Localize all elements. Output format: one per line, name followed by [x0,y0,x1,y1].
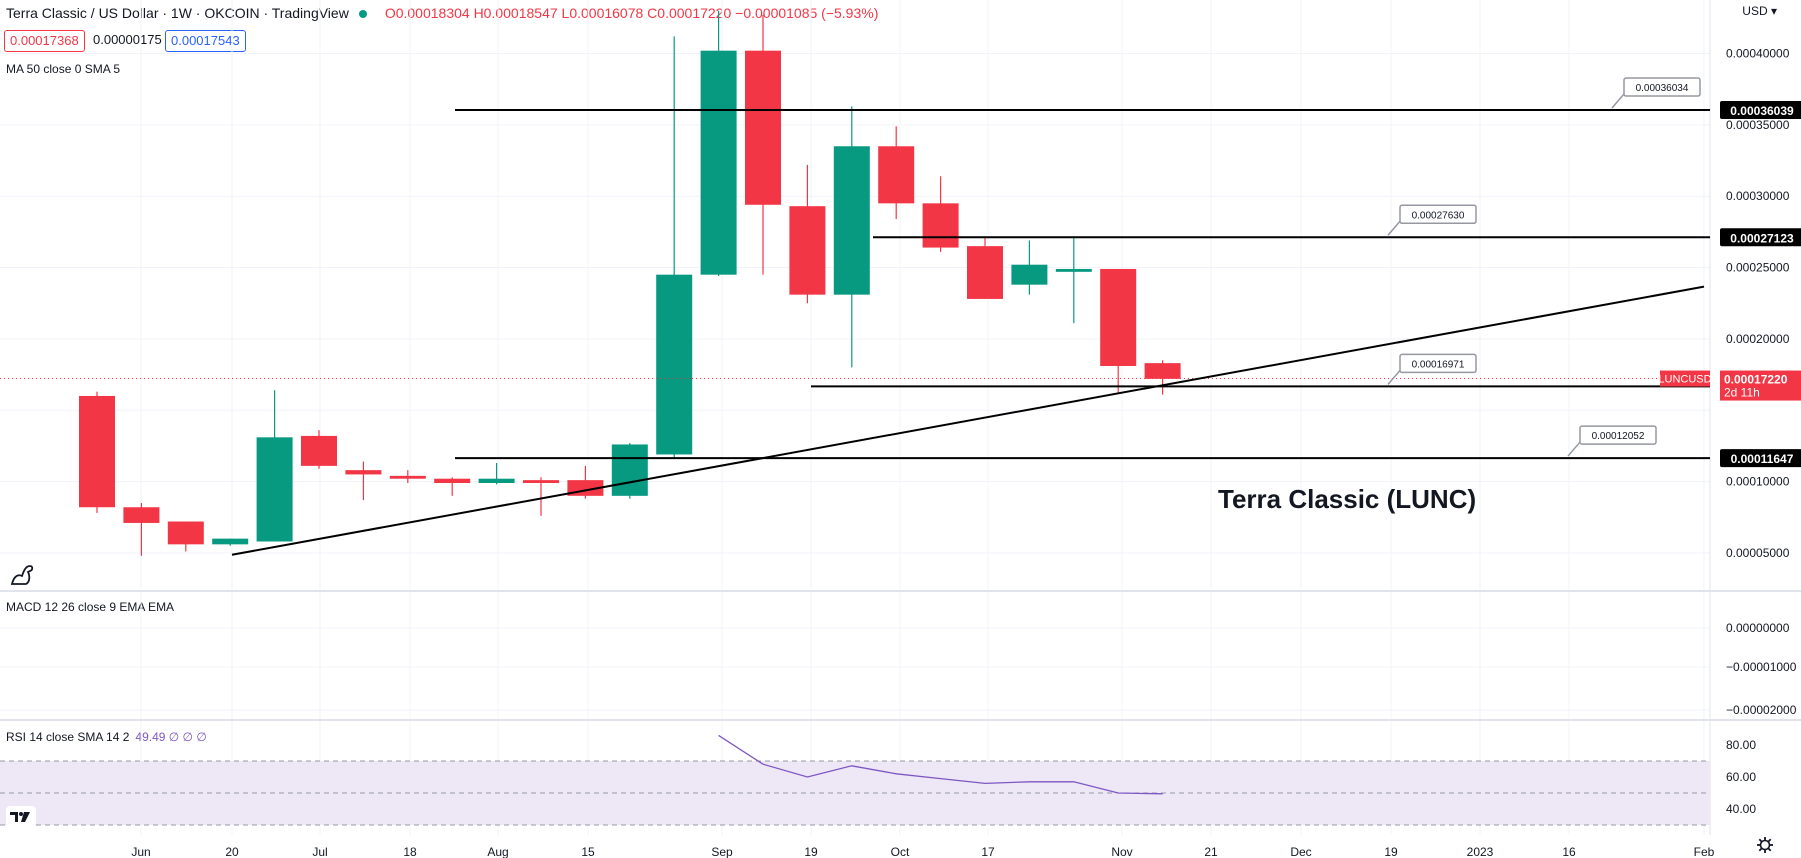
x-tick-label: Jul [312,845,327,858]
candle-bullish [1055,268,1092,272]
x-tick-label: Sep [711,845,733,858]
settings-gear-icon[interactable] [1756,836,1774,854]
dinosaur-icon[interactable] [8,560,36,588]
callout-pointer [1387,220,1401,236]
candle-bearish [434,478,471,483]
x-tick-label: 19 [804,845,818,858]
y-tick-label: 0.00040000 [1726,47,1790,61]
x-tick-label: Jun [131,845,150,858]
symbol-label: LUNCUSD [1658,374,1711,386]
currency-label: USD [1742,4,1768,18]
candle-bearish [745,50,781,205]
y-tick-label: 0.00030000 [1726,189,1790,203]
rsi-tick-label: 80.00 [1726,738,1756,752]
spread-value: 0.00000175 [93,32,162,47]
sell-price-box[interactable]: 0.00017368 [4,30,85,52]
rsi-legend[interactable]: RSI 14 close SMA 14 2 49.49 ∅ ∅ ∅ [6,730,207,744]
candle-bullish [833,146,870,295]
candle-bearish [123,507,160,523]
rsi-legend-values: 49.49 ∅ ∅ ∅ [135,730,207,744]
x-tick-label: 20 [225,845,239,858]
x-tick-label: Oct [891,845,910,858]
callout-box [1579,425,1657,445]
callout-label: 0.00016971 [1412,359,1465,370]
chart-annotation-title: Terra Classic (LUNC) [1218,484,1476,514]
callout-pointer [1387,369,1401,385]
x-tick-label: 19 [1384,845,1398,858]
trend-line [231,285,1705,556]
macd-tick-label: −0.00002000 [1726,703,1797,717]
x-tick-label: Dec [1290,845,1311,858]
y-tick-label: 0.00010000 [1726,475,1790,489]
chart-title[interactable]: Terra Classic / US Dollar · 1W · OKCOIN … [6,5,349,21]
y-tick-label: 0.00020000 [1726,332,1790,346]
candle-bullish [700,50,737,275]
y-tick-label: 0.00035000 [1726,118,1790,132]
x-tick-label: Nov [1111,845,1132,858]
y-tick-label: 0.00025000 [1726,261,1790,275]
level-axis-label: 0.00011647 [1731,452,1794,466]
x-tick-label: 18 [403,845,417,858]
candle-bullish [212,538,249,545]
candle-bearish [789,206,826,295]
chart-header: Terra Classic / US Dollar · 1W · OKCOIN … [6,5,878,21]
callout-box [1399,204,1477,225]
last-price-badge [1720,370,1801,401]
candle-bearish [922,203,959,248]
callout-label: 0.00036034 [1636,83,1689,94]
countdown-label: 2d 11h [1724,386,1760,400]
candle-bullish [256,437,293,542]
level-axis-label: 0.00027123 [1730,231,1794,245]
x-tick-label: 16 [1562,845,1576,858]
currency-selector[interactable]: USD ▾ [1742,4,1777,18]
candle-bearish [79,395,115,508]
candle-bearish [167,521,204,545]
rsi-tick-label: 40.00 [1726,802,1756,816]
market-status-icon [358,10,367,19]
level-axis-badge [1720,228,1801,247]
candle-bearish [523,480,559,483]
candle-bearish [345,470,382,475]
candle-bearish [1144,363,1181,379]
x-tick-label: 15 [581,845,595,858]
callout-box [1399,353,1477,374]
candle-bearish [301,435,337,466]
symbol-badge [1660,370,1710,387]
candle-bearish [967,246,1003,299]
callout-pointer [1567,441,1581,457]
callout-pointer [1611,93,1625,109]
tradingview-logo-icon[interactable] [6,806,36,826]
chevron-down-icon: ▾ [1770,4,1777,18]
candle-bullish [478,478,515,483]
x-tick-label: Feb [1694,845,1715,858]
ma-legend[interactable]: MA 50 close 0 SMA 5 [6,62,121,76]
candle-bearish [389,475,426,479]
x-tick-label: 17 [981,845,995,858]
y-tick-label: 0.00005000 [1726,546,1790,560]
rsi-line [718,734,1163,795]
x-tick-label: Aug [487,845,508,858]
rsi-tick-label: 60.00 [1726,770,1756,784]
macd-tick-label: −0.00001000 [1726,660,1797,674]
candle-bullish [656,274,693,455]
last-price-label: 0.00017220 [1724,373,1788,387]
candle-bullish [611,444,648,496]
callout-label: 0.00012052 [1592,431,1645,442]
candle-bearish [878,146,915,204]
x-tick-label: 21 [1204,845,1218,858]
macd-tick-label: 0.00000000 [1726,621,1790,635]
candle-bearish [1100,268,1137,366]
ohlc-values: O0.00018304 H0.00018547 L0.00016078 C0.0… [384,5,879,21]
level-axis-label: 0.00036039 [1730,104,1794,118]
macd-legend[interactable]: MACD 12 26 close 9 EMA EMA [6,600,175,614]
buy-price-box[interactable]: 0.00017543 [165,30,246,52]
candle-bullish [1011,264,1048,285]
x-tick-label: 2023 [1467,845,1494,858]
rsi-legend-label: RSI 14 close SMA 14 2 [6,730,130,744]
callout-box [1623,77,1701,97]
level-axis-badge [1720,101,1801,120]
callout-label: 0.00027630 [1412,210,1465,221]
level-axis-badge [1720,449,1801,468]
